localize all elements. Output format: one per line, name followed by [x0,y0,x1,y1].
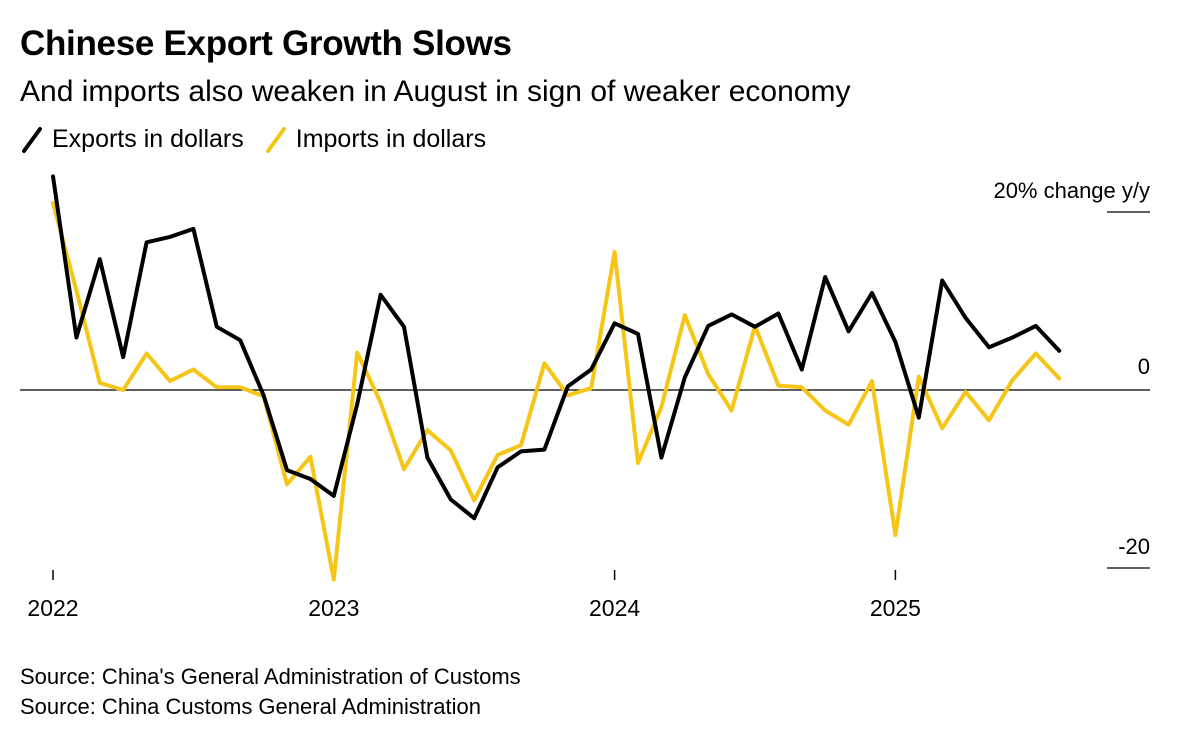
source-note-2: Source: China Customs General Administra… [20,694,481,719]
y-tick-label--20: -20 [1118,534,1150,559]
legend-item-imports: Imports in dollars [264,125,486,154]
legend-item-exports: Exports in dollars [20,125,244,154]
source-note-1: Source: China's General Administration o… [20,664,521,689]
chart-subtitle: And imports also weaken in August in sig… [20,75,851,108]
chart-title: Chinese Export Growth Slows [20,24,512,63]
series-line-exports [51,174,1062,521]
x-tick-label-2022: 2022 [27,595,78,621]
x-tick-label-2023: 2023 [308,595,359,621]
y-tick-label-0: 0 [1138,354,1150,379]
legend-label-exports: Exports in dollars [52,125,244,153]
x-tick-label-2024: 2024 [589,595,640,621]
legend-label-imports: Imports in dollars [295,125,487,153]
legend: Exports in dollars Imports in dollars [20,125,506,154]
y-tick-label-20: 20% change y/y [993,178,1150,203]
x-tick-label-2025: 2025 [870,595,921,621]
series-line-imports [51,201,1062,582]
exports-line-icon [22,126,42,153]
imports-line-icon [265,126,286,153]
